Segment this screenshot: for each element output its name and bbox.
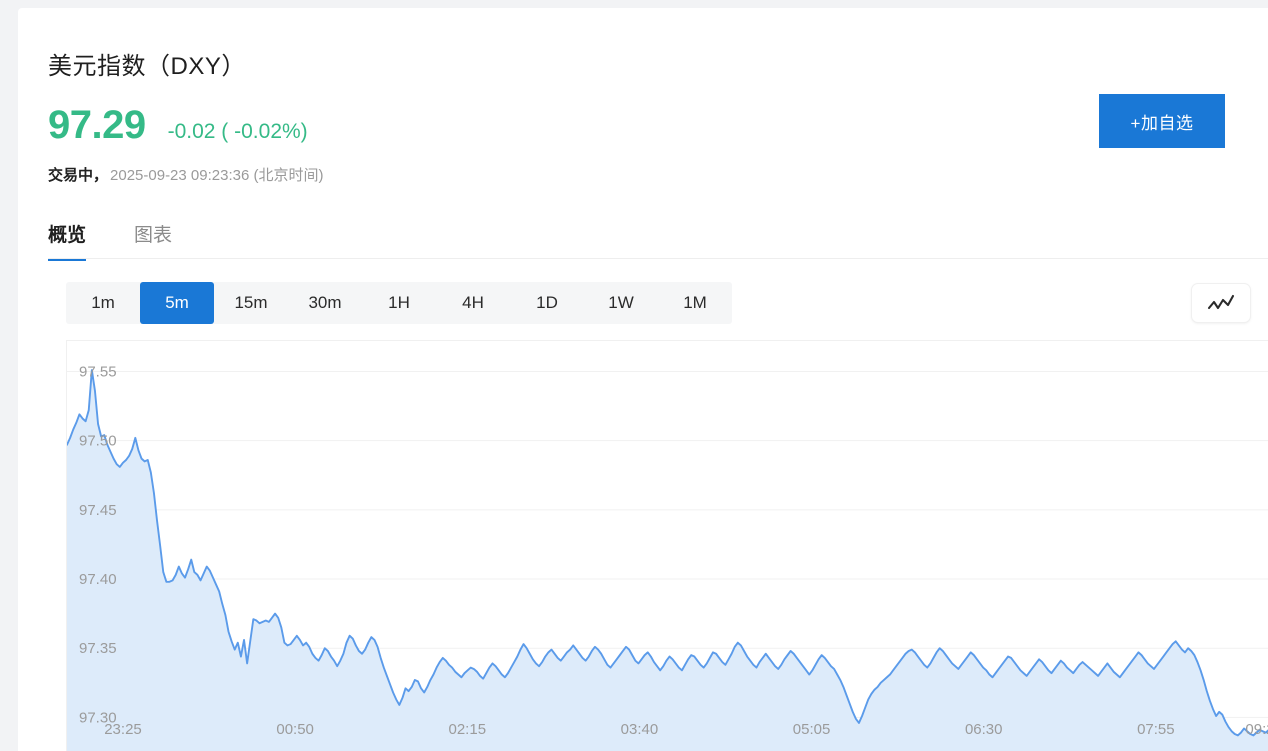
price-row: 97.29 -0.02 ( -0.02%) (48, 103, 308, 148)
chart-area-fill (67, 370, 1268, 751)
svg-text:02:15: 02:15 (449, 721, 487, 738)
svg-text:97.35: 97.35 (79, 640, 117, 657)
interval-1w[interactable]: 1W (608, 293, 634, 312)
add-to-watchlist-button[interactable]: +加自选 (1099, 94, 1225, 148)
svg-text:23:25: 23:25 (104, 721, 142, 738)
price-chart[interactable]: 97.55 97.50 97.45 97.40 97.35 97.30 23:25 00:5… (66, 340, 1268, 751)
svg-text:97.55: 97.55 (79, 363, 117, 380)
quote-card: 美元指数（DXY） 97.29 -0.02 ( -0.02%) 交易中， 2025… (18, 8, 1268, 751)
chart-type-toggle-button[interactable] (1192, 284, 1250, 322)
svg-text:05:05: 05:05 (793, 721, 831, 738)
chart-y-axis-labels: 97.55 97.50 97.45 97.40 97.35 97.30 (79, 363, 117, 726)
interval-5m[interactable]: 5m (140, 282, 214, 324)
tab-bar: 概览 图表 (48, 220, 220, 261)
interval-1m[interactable]: 1m (91, 293, 115, 312)
interval-1d[interactable]: 1D (536, 293, 558, 312)
line-chart-icon (1207, 294, 1235, 310)
price-chart-svg: 97.55 97.50 97.45 97.40 97.35 97.30 23:25 00:5… (67, 363, 1268, 751)
current-price: 97.29 (48, 103, 146, 147)
svg-text:09:2: 09:2 (1245, 721, 1268, 738)
quote-timestamp: 2025-09-23 09:23:36 (北京时间) (110, 167, 324, 184)
interval-1M[interactable]: 1M (683, 293, 707, 312)
interval-selector: 1m 5m 15m 30m 1H 4H 1D 1W 1M (66, 282, 732, 324)
market-status: 交易中， (48, 167, 109, 184)
svg-text:97.45: 97.45 (79, 502, 117, 519)
interval-30m[interactable]: 30m (308, 293, 342, 312)
svg-text:03:40: 03:40 (621, 721, 659, 738)
svg-text:00:50: 00:50 (276, 721, 314, 738)
svg-text:06:30: 06:30 (965, 721, 1003, 738)
svg-text:97.40: 97.40 (79, 571, 117, 588)
tab-charts[interactable]: 图表 (134, 225, 173, 246)
interval-1h[interactable]: 1H (388, 293, 410, 312)
price-change: -0.02 ( -0.02%) (167, 120, 308, 143)
interval-4h[interactable]: 4H (462, 293, 484, 312)
page-title: 美元指数（DXY） (48, 53, 246, 80)
tabs-divider (48, 258, 1268, 259)
status-row: 交易中， 2025-09-23 09:23:36 (北京时间) (48, 164, 323, 185)
chart-line (67, 369, 1268, 737)
chart-x-axis-labels: 23:25 00:50 02:15 03:40 05:05 06:30 07:55 09:2 (104, 721, 1268, 738)
svg-text:97.30: 97.30 (79, 709, 117, 726)
tab-overview[interactable]: 概览 (48, 220, 87, 261)
interval-15m[interactable]: 15m (234, 293, 268, 312)
svg-text:97.50: 97.50 (79, 433, 117, 450)
svg-text:07:55: 07:55 (1137, 721, 1175, 738)
